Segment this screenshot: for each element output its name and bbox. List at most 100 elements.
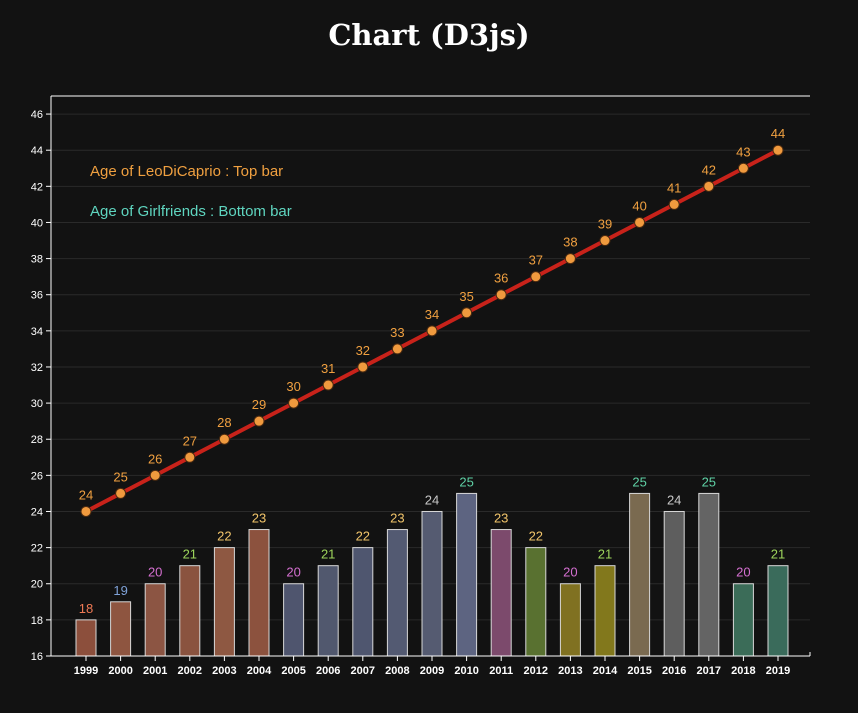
bar (594, 565, 616, 657)
bar (732, 583, 754, 657)
y-tick-label: 42 (31, 181, 43, 193)
x-tick-label: 2017 (697, 665, 721, 677)
bar (386, 529, 408, 657)
line-value-label: 34 (425, 307, 439, 322)
bar-value-label: 24 (425, 492, 439, 507)
line-point (461, 307, 473, 319)
x-tick-label: 2006 (316, 665, 340, 677)
line-value-label: 24 (79, 487, 93, 502)
line-value-label: 35 (459, 289, 473, 304)
y-tick-label: 24 (31, 506, 43, 518)
line-point (322, 379, 334, 391)
axes: 16 18 20 22 24 26 28 30 32 34 36 38 40 42 44 46 1999 2000… (31, 95, 811, 677)
y-tick-label: 36 (31, 290, 43, 302)
line-series (80, 144, 784, 517)
x-tick-label: 2014 (593, 665, 618, 677)
line-point (634, 216, 646, 228)
line-point (599, 235, 611, 247)
x-tick-label: 2004 (247, 665, 272, 677)
line-point (391, 343, 403, 355)
x-tick-label: 2015 (627, 665, 651, 677)
y-tick-label: 18 (31, 615, 43, 627)
bar-value-label: 25 (632, 474, 646, 489)
line-point (357, 361, 369, 373)
bar-value-label: 23 (494, 511, 508, 526)
bar-value-label: 20 (736, 565, 750, 580)
bar-value-label: 22 (356, 529, 370, 544)
line-value-label: 31 (321, 361, 335, 376)
bar-value-label: 25 (702, 474, 716, 489)
x-tick-label: 2002 (178, 665, 202, 677)
line-point (703, 180, 715, 192)
bar-value-label: 23 (252, 511, 266, 526)
bar (421, 510, 443, 657)
x-tick-label: 2000 (108, 665, 132, 677)
x-tick-label: 2019 (766, 665, 790, 677)
y-tick-label: 40 (31, 217, 43, 229)
bar-value-label: 21 (321, 547, 335, 562)
x-tick-label: 2005 (281, 665, 305, 677)
line-value-label: 40 (632, 198, 646, 213)
legend-entry-leo: Age of LeoDiCaprio : Top bar (90, 163, 283, 180)
y-tick-label: 38 (31, 254, 43, 266)
bar (110, 601, 132, 657)
line-value-label: 33 (390, 325, 404, 340)
legend-entry-girlfriends: Age of Girlfriends : Bottom bar (90, 203, 292, 220)
bar (525, 547, 547, 657)
line-value-label: 39 (598, 217, 612, 232)
bar-value-label: 25 (459, 474, 473, 489)
bar (456, 492, 478, 657)
line-point (149, 469, 161, 481)
x-tick-label: 1999 (74, 665, 98, 677)
bar (352, 547, 374, 657)
x-tick-label: 2011 (489, 665, 513, 677)
line-value-label: 37 (529, 253, 543, 268)
line-point (218, 433, 230, 445)
line-point (564, 253, 576, 265)
line-value-label: 25 (113, 469, 127, 484)
line-value-label: 26 (148, 451, 162, 466)
line-point (530, 271, 542, 283)
y-tick-label: 32 (31, 362, 43, 374)
bar-value-label: 22 (529, 529, 543, 544)
bar (629, 492, 651, 657)
bar (213, 547, 235, 657)
x-tick-label: 2009 (420, 665, 444, 677)
legend: Age of LeoDiCaprio : Top bar Age of Girl… (90, 163, 292, 220)
bar-value-label: 21 (183, 547, 197, 562)
bar-series (75, 492, 789, 657)
x-tick-label: 2003 (212, 665, 236, 677)
line-value-label: 28 (217, 415, 231, 430)
line-value-label: 42 (702, 162, 716, 177)
line-point (115, 487, 127, 499)
x-tick-label: 2007 (351, 665, 375, 677)
bar (75, 619, 97, 657)
y-tick-label: 20 (31, 579, 43, 591)
y-tick-label: 46 (31, 109, 43, 121)
line-point (80, 505, 92, 517)
y-tick-label: 28 (31, 434, 43, 446)
bar (490, 529, 512, 657)
bar-value-label: 20 (563, 565, 577, 580)
line-value-label: 44 (771, 126, 785, 141)
line-value-label: 29 (252, 397, 266, 412)
bar (317, 565, 339, 657)
bar-value-label: 23 (390, 511, 404, 526)
y-tick-label: 26 (31, 470, 43, 482)
line-point (495, 289, 507, 301)
line-point (253, 415, 265, 427)
x-tick-label: 2008 (385, 665, 409, 677)
bar (767, 565, 789, 657)
line-value-label: 30 (286, 379, 300, 394)
line-value-label: 43 (736, 144, 750, 159)
bar (283, 583, 305, 657)
bar-value-label: 20 (148, 565, 162, 580)
bar-value-label: 18 (79, 601, 93, 616)
line-value-label: 41 (667, 180, 681, 195)
line-point (772, 144, 784, 156)
bar-value-label: 21 (598, 547, 612, 562)
line-point (737, 162, 749, 174)
bar-value-label: 24 (667, 492, 681, 507)
bar (248, 529, 270, 657)
